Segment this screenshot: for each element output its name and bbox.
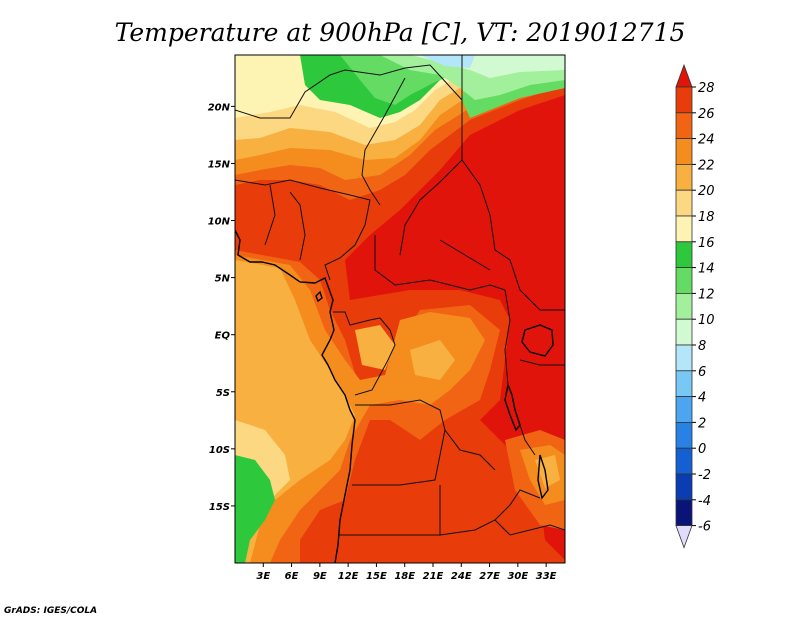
lon-tick-label: 3E	[256, 571, 270, 582]
lon-tick-label: 21E	[423, 571, 444, 582]
temp-fill-18-20	[235, 55, 565, 563]
colorbar-box	[675, 473, 693, 501]
lat-tick-label: 5N	[215, 274, 231, 285]
temp-fill-12-14	[235, 55, 470, 563]
lake-tanganyika	[504, 382, 521, 432]
lon-tick-label: 6E	[285, 571, 299, 582]
border-line	[504, 289, 511, 386]
colorbar-box	[675, 112, 693, 140]
west-africa-coastline	[235, 229, 356, 563]
lat-tick-label: EQ	[215, 331, 231, 342]
colorbar-level-label: 4	[698, 391, 706, 406]
border-line	[264, 184, 276, 246]
bioko-island	[315, 290, 323, 303]
colorbar-level-label: -2	[698, 468, 711, 483]
colorbar-level-label: 26	[698, 107, 715, 122]
colorbar-level-label: 24	[698, 133, 715, 148]
border-line	[399, 55, 463, 256]
lon-tick-label: 18E	[394, 571, 415, 582]
lon-tick-label: 12E	[338, 571, 359, 582]
lat-tick-label: 10S	[209, 445, 230, 456]
colorbar-level-label: -6	[698, 520, 711, 535]
colorbar-box	[675, 215, 693, 243]
border-line	[439, 239, 491, 271]
colorbar-box	[675, 499, 693, 526]
colorbar-level-label: 20	[698, 184, 715, 199]
colorbar-level-label: 8	[698, 339, 706, 354]
lat-tick-label: 15S	[209, 502, 230, 513]
lake-malawi	[537, 454, 549, 500]
map-frame	[234, 54, 566, 564]
country-borders	[235, 55, 565, 536]
colorbar-box	[675, 189, 693, 217]
colorbar-bottom-triangle	[675, 525, 693, 549]
colorbar-box	[675, 421, 693, 449]
colorbar-level-label: 6	[698, 365, 706, 380]
border-line	[361, 77, 406, 206]
colorbar-box	[675, 318, 693, 346]
border-line	[494, 519, 565, 536]
colorbar-box	[675, 344, 693, 372]
colorbar-level-label: 18	[698, 210, 715, 225]
lat-tick-label: 20N	[208, 102, 231, 113]
border-line	[235, 179, 371, 226]
lake-victoria	[521, 324, 554, 357]
lon-tick-label: 30E	[507, 571, 528, 582]
border-line	[352, 429, 446, 486]
lat-tick-label: 5S	[216, 388, 230, 399]
coastlines	[235, 229, 554, 563]
latitude-axis: 20N 15N 10N 5N EQ 5S 10S 15S	[208, 102, 235, 513]
colorbar-level-label: 22	[698, 158, 715, 173]
colorbar-level-label: 10	[698, 313, 715, 328]
border-line	[374, 235, 506, 291]
border-line	[355, 399, 496, 471]
colorbar-level-label: 0	[698, 442, 706, 457]
border-line	[235, 64, 463, 119]
lon-tick-label: 9E	[313, 571, 327, 582]
colorbar-level-label: 12	[698, 287, 715, 302]
temp-fill-4-6	[420, 55, 475, 68]
colorbar-box	[675, 267, 693, 294]
colorbar-box	[675, 370, 693, 397]
map-title: Temperature at 900hPa [C], VT: 201901271…	[115, 18, 686, 47]
colorbar-level-label: 2	[698, 416, 706, 431]
temperature-field	[235, 55, 565, 563]
colorbar-box	[675, 292, 693, 320]
colorbar-level-label: 16	[698, 236, 715, 251]
lon-tick-label: 27E	[479, 571, 500, 582]
credit-label: GrADS: IGES/COLA	[4, 606, 97, 616]
border-line	[519, 424, 536, 456]
colorbar-box	[675, 241, 693, 269]
border-line	[289, 191, 306, 261]
lat-tick-label: 15N	[208, 159, 231, 170]
colorbar-top-triangle	[675, 63, 693, 88]
lat-tick-label: 10N	[208, 217, 231, 228]
colorbar-box	[675, 447, 693, 475]
colorbar-box	[675, 86, 693, 114]
border-line	[461, 159, 565, 311]
lon-tick-label: 15E	[366, 571, 387, 582]
border-line	[519, 359, 565, 366]
colorbar-box	[675, 396, 693, 423]
colorbar-level-label: 28	[698, 81, 715, 96]
colorbar-box	[675, 138, 693, 165]
border-line	[354, 317, 396, 396]
border-line	[333, 311, 381, 326]
colorbar-level-label: -4	[698, 494, 711, 509]
colorbar-level-label: 14	[698, 262, 715, 277]
colorbar-box	[675, 163, 693, 191]
border-line	[324, 224, 366, 281]
lon-tick-label: 24E	[451, 571, 472, 582]
lon-tick-label: 33E	[536, 571, 557, 582]
longitude-axis: 3E 6E 9E 12E 15E 18E 21E 24E 27E 30E 33E	[256, 563, 557, 582]
